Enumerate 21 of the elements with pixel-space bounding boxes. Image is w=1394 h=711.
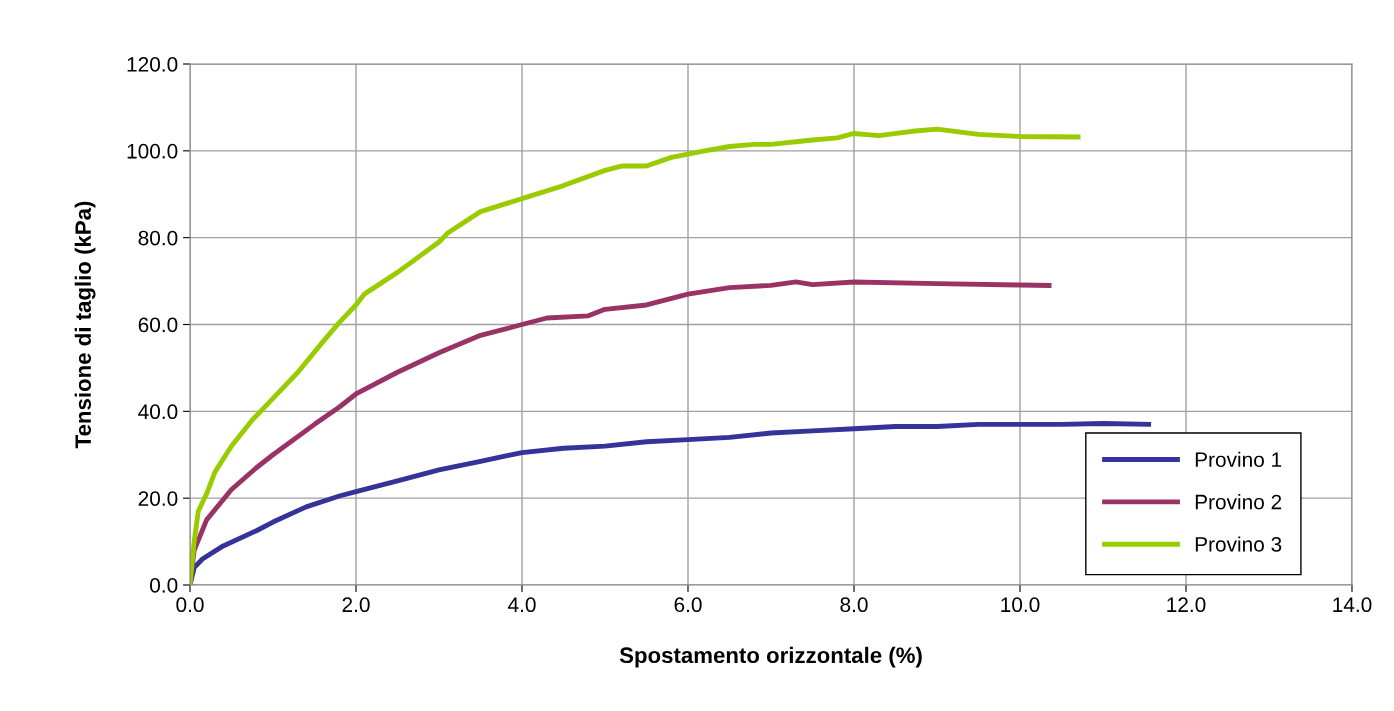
x-tick-label: 0.0 xyxy=(176,597,204,613)
x-tick-label: 4.0 xyxy=(508,597,536,613)
y-tick-label: 20.0 xyxy=(138,491,178,506)
y-axis-title: Tensione di taglio (kPa) xyxy=(74,201,96,449)
legend-label: Provino 3 xyxy=(1195,536,1282,552)
x-tick-label: 6.0 xyxy=(674,597,702,613)
legend-label: Provino 2 xyxy=(1195,494,1282,510)
x-tick-label: 12.0 xyxy=(1167,597,1206,613)
y-tick-label: 80.0 xyxy=(138,230,178,246)
x-tick-label: 2.0 xyxy=(342,597,370,613)
x-tick-label: 14.0 xyxy=(1333,597,1372,613)
y-tick-label: 120.0 xyxy=(127,57,178,72)
y-tick-label: 0.0 xyxy=(150,578,178,593)
x-axis-title: Spostamento orizzontale (%) xyxy=(619,646,922,668)
x-tick-label: 10.0 xyxy=(1001,597,1040,613)
y-tick-label: 40.0 xyxy=(138,404,178,420)
x-tick-label: 8.0 xyxy=(840,597,868,613)
y-tick-label: 60.0 xyxy=(138,317,178,333)
line-series xyxy=(190,126,1081,585)
legend-label: Provino 1 xyxy=(1195,451,1282,468)
y-tick-label: 100.0 xyxy=(127,143,178,159)
